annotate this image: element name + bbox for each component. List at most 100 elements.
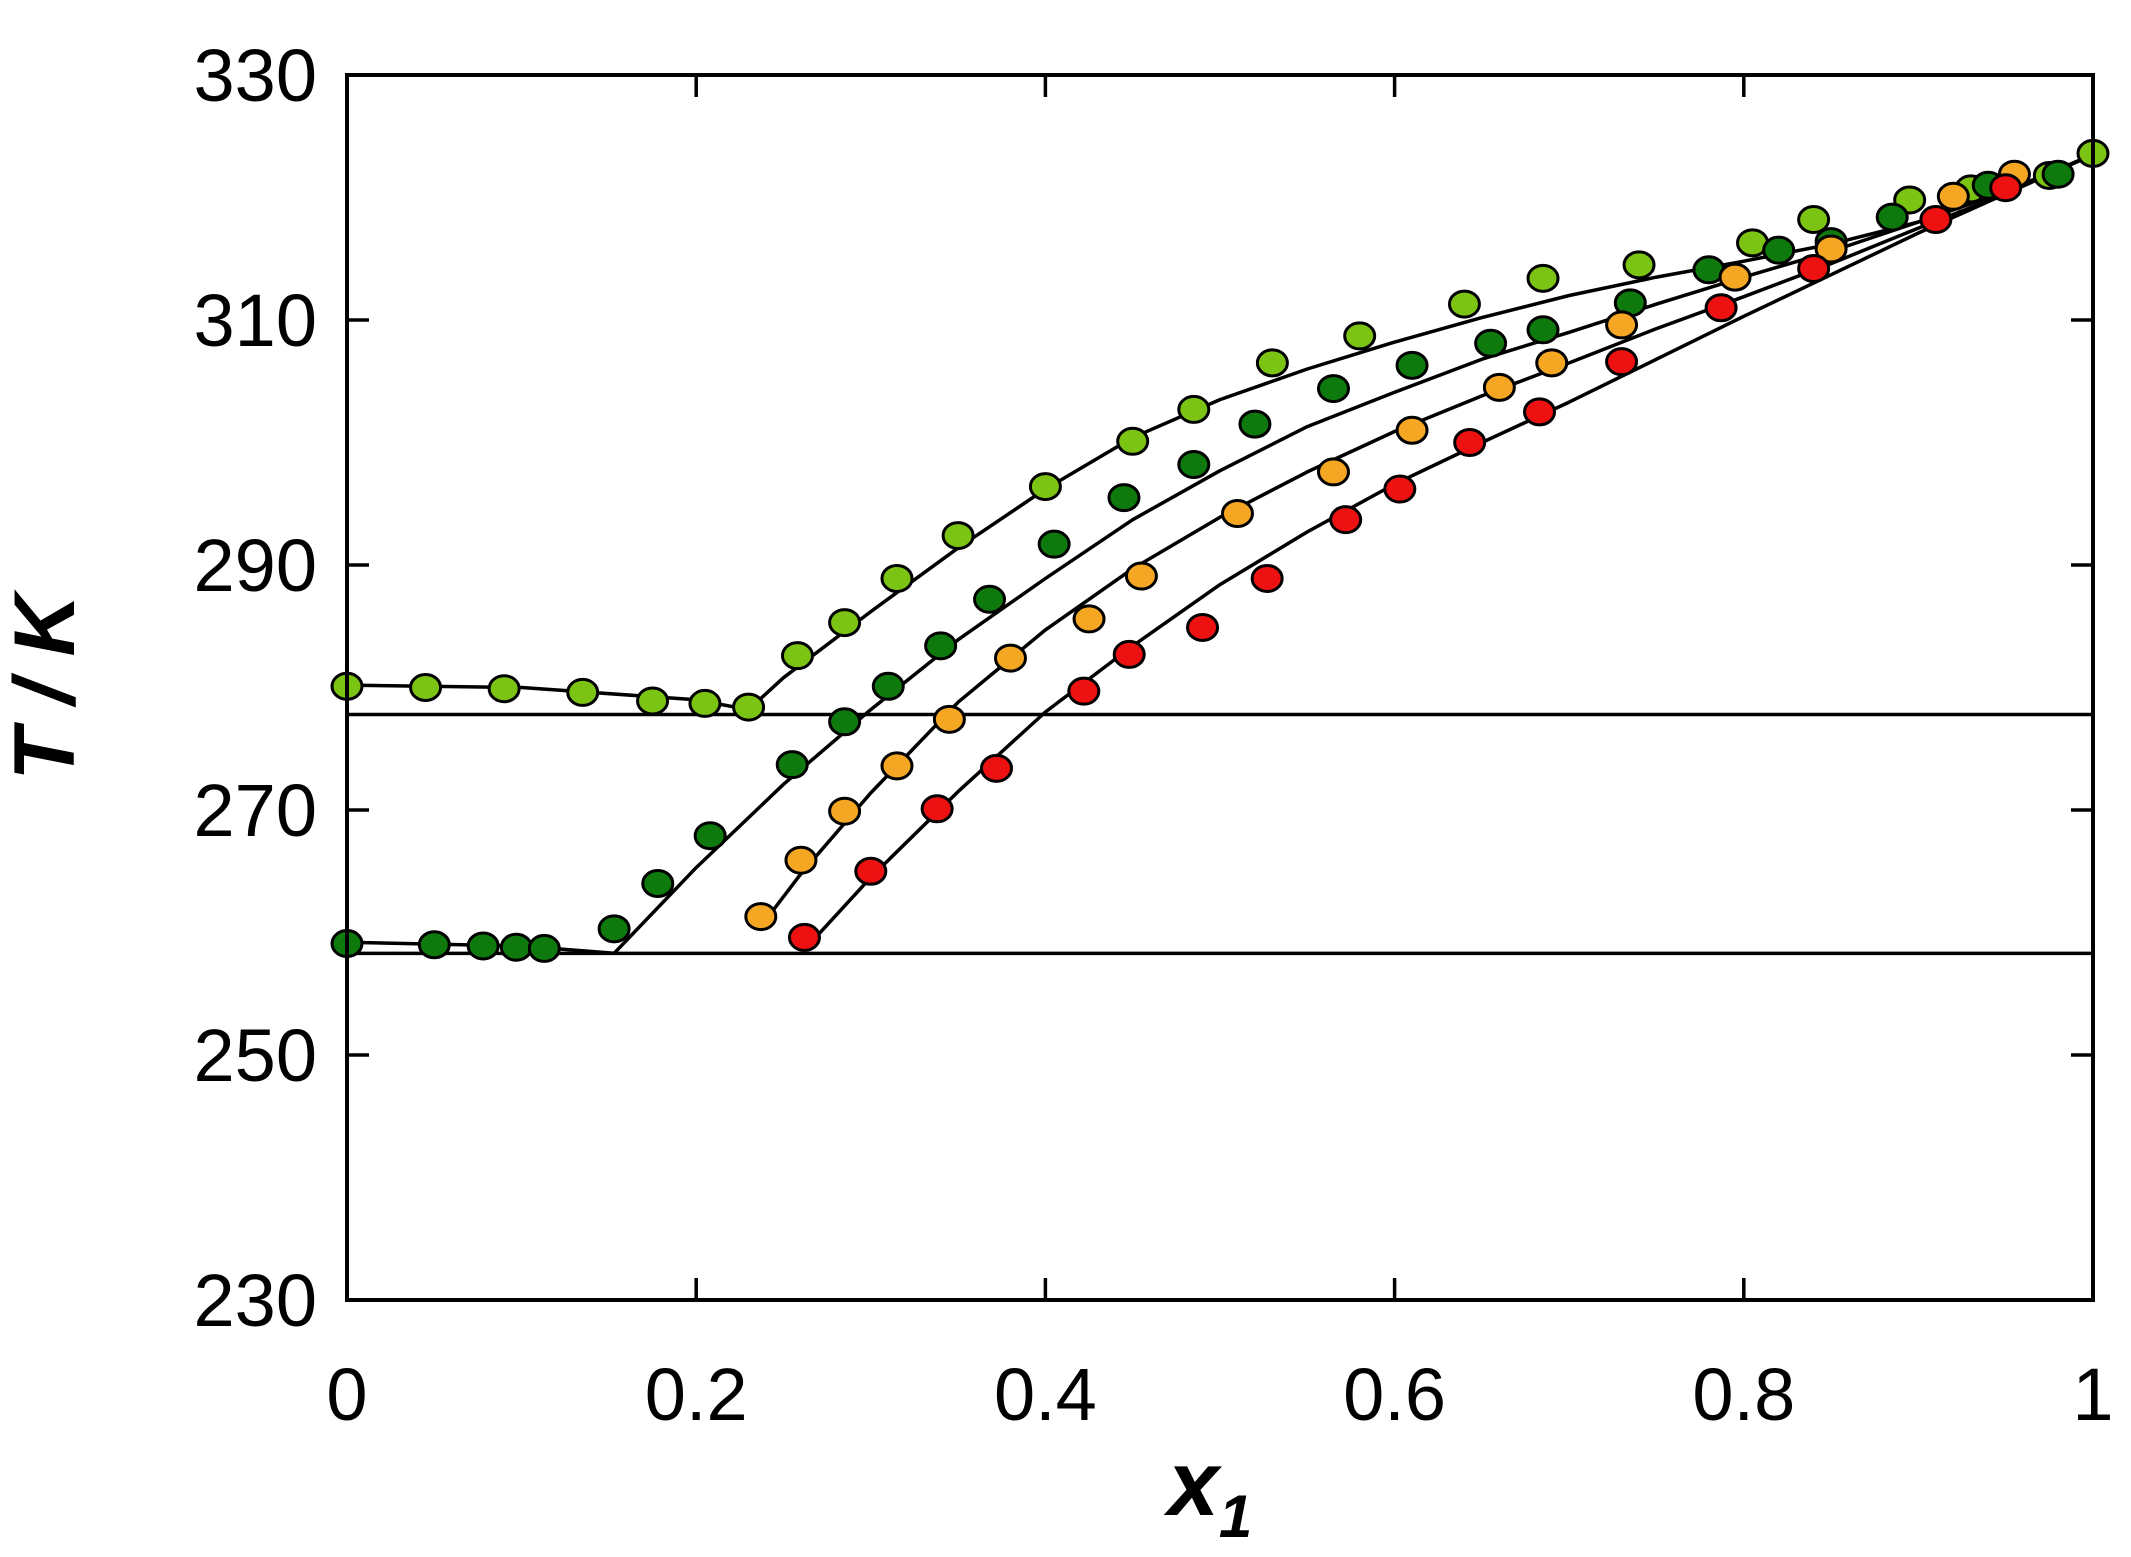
data-point (1875, 202, 1909, 232)
y-tick-label: 250 (194, 1014, 317, 1097)
data-point (527, 933, 561, 963)
y-tick-label: 270 (194, 769, 317, 852)
data-point (1395, 415, 1429, 445)
data-points (330, 138, 2110, 963)
data-point (924, 631, 958, 661)
data-point (993, 643, 1027, 673)
data-point (466, 931, 500, 961)
data-point (499, 932, 533, 962)
fit-curve (803, 153, 2094, 951)
data-point (1704, 293, 1738, 323)
data-point (1919, 205, 1953, 235)
data-point (1622, 250, 1656, 280)
x-tick-labels: 0 0.2 0.4 0.6 0.8 1 (326, 1353, 2113, 1436)
data-point (1474, 328, 1508, 358)
data-point (1316, 457, 1350, 487)
x-tick-label: 0.2 (645, 1353, 748, 1436)
data-point (1186, 612, 1220, 642)
data-point (1523, 397, 1557, 427)
data-point (980, 753, 1014, 783)
data-point (787, 922, 821, 952)
data-point (828, 608, 862, 638)
data-point (973, 584, 1007, 614)
data-point (775, 750, 809, 780)
data-point (1535, 348, 1569, 378)
data-point (1124, 561, 1158, 591)
data-point (1762, 235, 1796, 265)
y-tick-label: 230 (194, 1259, 317, 1342)
x-tick-label: 0.6 (1343, 1353, 1446, 1436)
y-tick-label: 290 (194, 524, 317, 607)
data-point (1238, 409, 1272, 439)
x-tick-label: 1 (2072, 1353, 2113, 1436)
data-point (1936, 181, 1970, 211)
data-point (1605, 310, 1639, 340)
data-point (1605, 347, 1639, 377)
data-point (1177, 450, 1211, 480)
data-point (688, 688, 722, 718)
data-point (932, 704, 966, 734)
data-point (744, 902, 778, 932)
data-point (1116, 426, 1150, 456)
data-point (1395, 350, 1429, 380)
y-tick-label: 310 (194, 279, 317, 362)
data-point (780, 641, 814, 671)
data-point (597, 914, 631, 944)
data-point (1343, 321, 1377, 351)
data-point (636, 686, 670, 716)
data-point (1112, 639, 1146, 669)
data-point (1989, 173, 2023, 203)
data-point (1814, 234, 1848, 264)
data-point (1526, 263, 1560, 293)
data-point (1107, 483, 1141, 513)
x-tick-label: 0.4 (994, 1353, 1097, 1436)
data-point (2041, 159, 2075, 189)
y-axis-title: T / K (0, 588, 93, 780)
data-point (1383, 474, 1417, 504)
data-point (1177, 394, 1211, 424)
data-point (1797, 205, 1831, 235)
data-point (880, 751, 914, 781)
fit-curve (759, 153, 2094, 928)
reference-lines (347, 712, 2093, 956)
data-point (1453, 428, 1487, 457)
axis-ticks (345, 73, 2095, 1302)
x-axis-title: x1 (1163, 1433, 1253, 1550)
data-point (871, 671, 905, 701)
data-point (828, 796, 862, 826)
fit-curves (346, 152, 2094, 956)
data-point (693, 821, 727, 851)
data-point (880, 563, 914, 593)
x-tick-label: 0 (326, 1353, 367, 1436)
data-point (1072, 604, 1106, 634)
data-point (1255, 348, 1289, 378)
data-point (1526, 315, 1560, 345)
data-point (1797, 254, 1831, 284)
data-point (828, 707, 862, 737)
data-point (566, 677, 600, 707)
data-point (487, 674, 521, 704)
data-point (1329, 505, 1363, 535)
data-point (1028, 472, 1062, 502)
x-axis-title-main: x (1163, 1433, 1223, 1535)
data-point (732, 692, 766, 722)
data-point (920, 794, 954, 824)
data-point (1482, 372, 1516, 402)
x-tick-label: 0.8 (1692, 1353, 1795, 1436)
y-tick-label: 330 (194, 34, 317, 117)
plot-frame (345, 73, 2095, 1302)
data-point (1316, 374, 1350, 404)
data-point (641, 869, 675, 898)
data-point (1447, 289, 1481, 319)
data-point (1067, 676, 1101, 706)
data-point (1718, 262, 1752, 292)
data-point (1037, 529, 1071, 559)
x-axis-title-subscript: 1 (1219, 1483, 1252, 1550)
y-tick-labels: 330 310 290 270 250 230 (194, 34, 317, 1342)
data-point (941, 521, 975, 551)
data-point (784, 845, 818, 875)
data-point (854, 856, 888, 886)
data-point (1220, 499, 1254, 529)
data-point (417, 930, 451, 960)
